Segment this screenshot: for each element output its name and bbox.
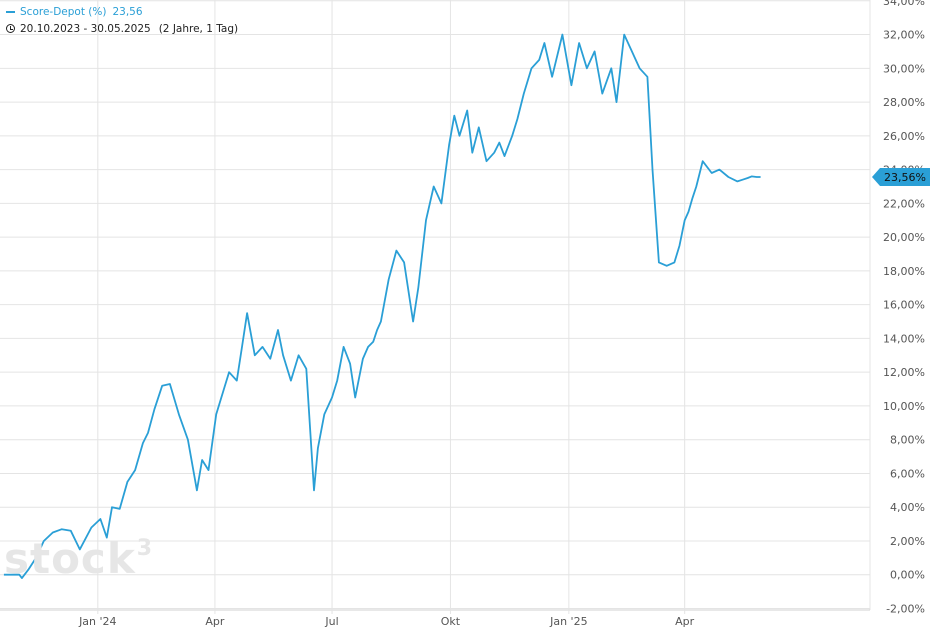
y-axis: -2,00% 0,00% 2,00% 4,00% 6,00% 8,00% 10,00% 12,… — [883, 0, 925, 616]
legend-series-name: Score-Depot (%) — [20, 6, 107, 18]
y-tick-label: -2,00% — [886, 603, 925, 616]
y-tick-label: 28,00% — [883, 96, 925, 109]
y-tick-label: 20,00% — [883, 231, 925, 244]
date-range[interactable]: 20.10.2023 - 30.05.2025 (2 Jahre, 1 Tag) — [6, 22, 238, 36]
watermark-text: stock — [4, 534, 136, 583]
y-tick-label: 18,00% — [883, 265, 925, 278]
y-tick-label: 30,00% — [883, 62, 925, 75]
y-tick-label: 14,00% — [883, 332, 925, 345]
y-tick-label: 10,00% — [883, 400, 925, 413]
x-tick-label: Okt — [441, 615, 461, 628]
y-tick-label: 8,00% — [890, 434, 925, 447]
clock-icon — [6, 24, 15, 33]
watermark-superscript: 3 — [136, 536, 154, 561]
legend-swatch — [6, 11, 15, 13]
y-tick-label: 4,00% — [890, 501, 925, 514]
y-tick-label: 2,00% — [890, 535, 925, 548]
last-value-tag: 23,56% — [872, 168, 930, 187]
y-tick-label: 0,00% — [890, 569, 925, 582]
x-tick-label: Jan '25 — [549, 615, 587, 628]
legend-last-value: 23,56 — [112, 6, 143, 18]
date-range-text: 20.10.2023 - 30.05.2025 — [20, 23, 151, 35]
y-tick-label: 16,00% — [883, 299, 925, 312]
x-tick-label: Jul — [324, 615, 338, 628]
legend[interactable]: Score-Depot (%) 23,56 — [6, 5, 143, 19]
x-tick-label: Apr — [205, 615, 225, 628]
date-range-duration: (2 Jahre, 1 Tag) — [158, 23, 239, 35]
watermark-logo: stock3 — [4, 534, 153, 583]
series-line — [3, 33, 761, 579]
y-tick-label: 6,00% — [890, 467, 925, 480]
x-tick-label: Jan '24 — [78, 615, 116, 628]
x-tick-label: Apr — [675, 615, 695, 628]
last-value-tag-background — [872, 168, 930, 187]
last-value-tag-label: 23,56% — [884, 171, 926, 184]
grid-lines — [0, 0, 871, 614]
y-tick-label: 34,00% — [883, 0, 925, 8]
y-tick-label: 22,00% — [883, 197, 925, 210]
x-axis: Jan '24 Apr Jul Okt Jan '25 Apr — [78, 615, 695, 628]
y-tick-label: 12,00% — [883, 366, 925, 379]
y-tick-label: 26,00% — [883, 130, 925, 143]
y-tick-label: 32,00% — [883, 29, 925, 42]
